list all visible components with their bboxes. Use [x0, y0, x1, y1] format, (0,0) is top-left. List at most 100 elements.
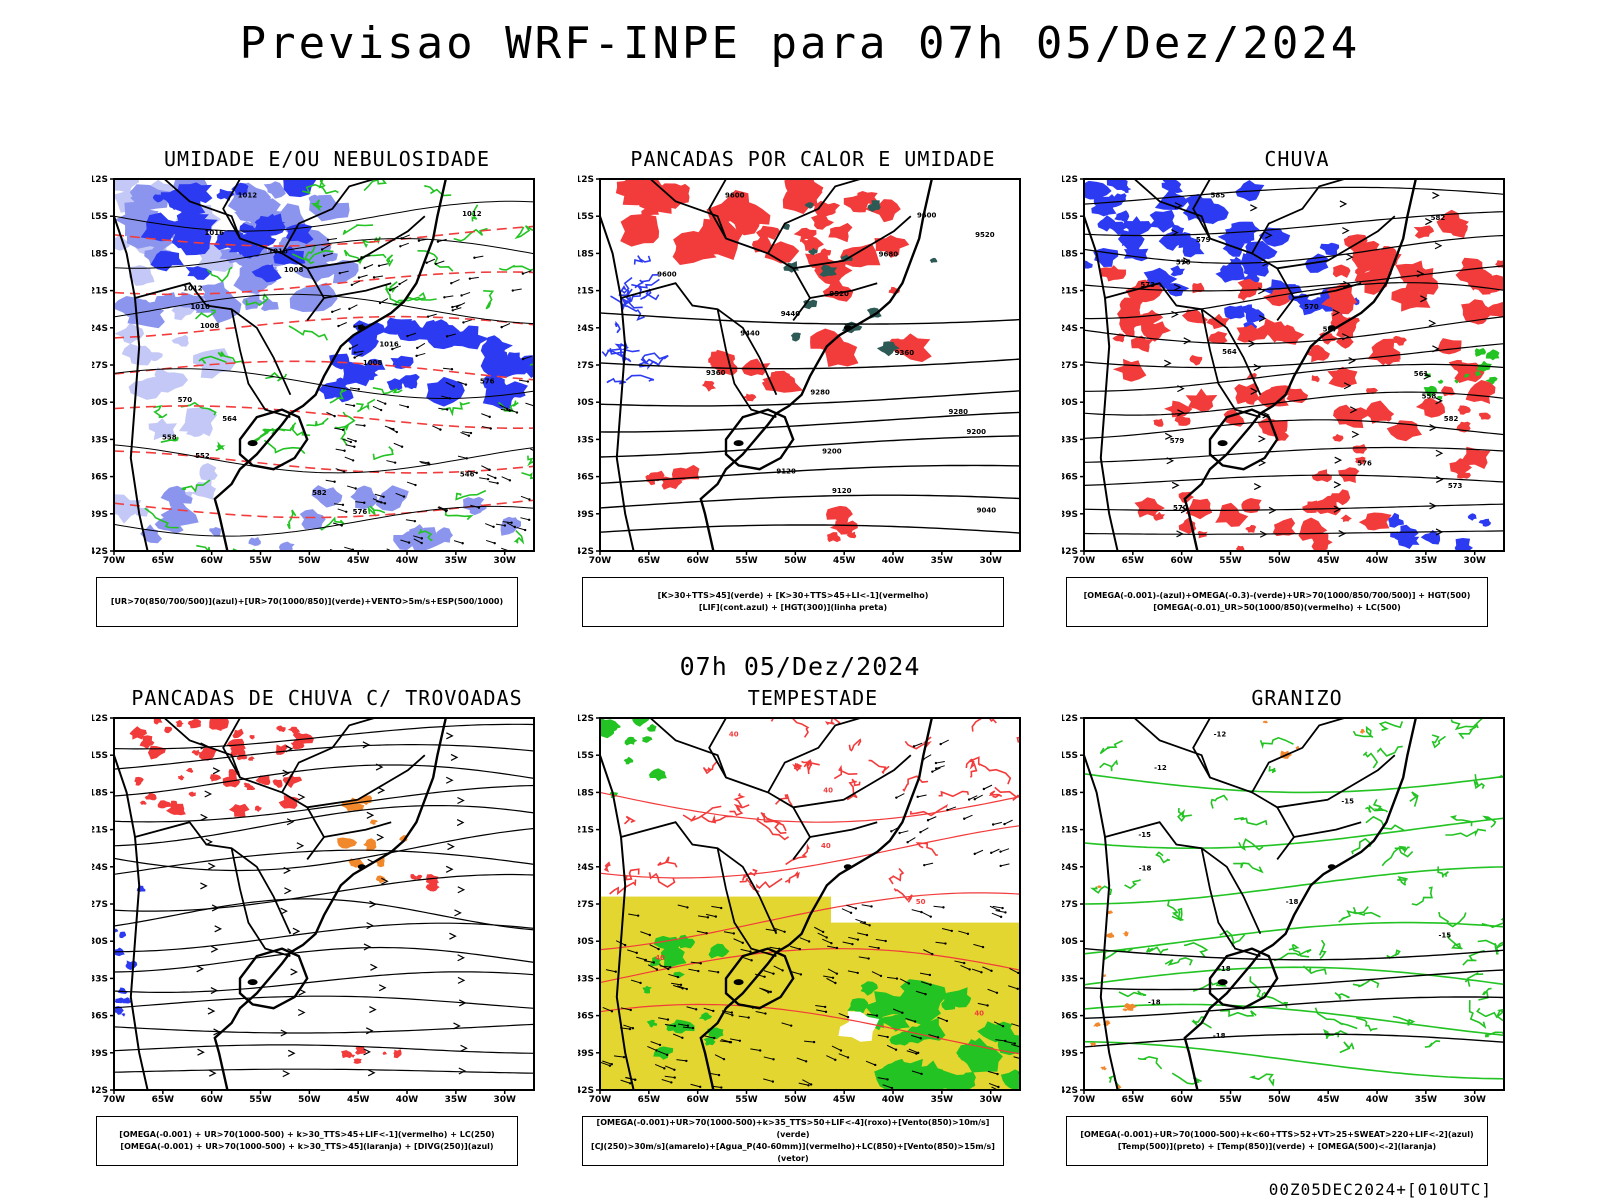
temp850-contour	[1084, 773, 1504, 794]
wind-arrowhead	[458, 999, 467, 1007]
wind-vector-head	[494, 476, 497, 480]
wind-vector	[445, 381, 455, 387]
coastline	[1183, 179, 1417, 551]
wind-vector	[525, 402, 534, 407]
wind-vector-head	[527, 518, 531, 522]
wind-vector	[677, 904, 688, 908]
hgt300-contour	[600, 524, 1020, 534]
wind-vector-head	[676, 975, 680, 979]
lon-label: 70W	[103, 1095, 126, 1105]
temp850-contour	[1288, 944, 1310, 958]
temp850-contour	[1192, 981, 1227, 993]
lat-label: 33S	[92, 435, 108, 445]
lon-label: 50W	[1268, 556, 1291, 566]
humidity-light-blue-south	[299, 509, 326, 530]
temp850-contour	[1171, 907, 1184, 922]
humidity-blue-area	[150, 251, 184, 272]
lat-label: 27S	[1062, 900, 1078, 910]
wind-vector-head	[670, 1081, 673, 1084]
wind-arrowhead	[1338, 530, 1347, 538]
thunderstorm-red-area	[157, 800, 172, 809]
contour-label: 1016	[379, 340, 399, 348]
wind-arrowhead	[460, 1044, 468, 1052]
temp850-contour	[1437, 866, 1449, 878]
wind-vector-head	[461, 542, 464, 545]
country-border	[222, 718, 241, 778]
humidity-light-blue-area	[132, 299, 152, 315]
wind-arrowhead	[287, 1049, 296, 1057]
wind-vector-head	[1017, 971, 1020, 975]
lat-label: 21S	[92, 826, 108, 836]
country-border	[649, 179, 812, 321]
humidity-light-blue-south	[375, 485, 409, 512]
wind-vector-head	[870, 905, 873, 908]
humidity-blue-area	[254, 218, 274, 231]
wind-vector	[332, 522, 342, 526]
wind-vector-head	[322, 254, 326, 257]
wind-vector	[530, 448, 534, 452]
temp850-contour	[1234, 817, 1268, 826]
uruguay-border	[724, 947, 795, 1010]
wind-vector	[512, 288, 522, 292]
streamline	[1084, 234, 1504, 264]
wind-vector	[915, 990, 926, 995]
contour-label: 1008	[200, 322, 220, 330]
precipitable-water-contour	[792, 762, 803, 772]
wind-vector-head	[982, 787, 986, 791]
rain-red-area	[1241, 498, 1262, 514]
wind-vector-head	[939, 742, 942, 746]
temp850-contour	[1352, 725, 1374, 739]
temp850-contour	[1099, 759, 1119, 772]
wind-vector-head	[665, 1053, 669, 1057]
thunderstorm-red-area	[254, 805, 262, 812]
streamline	[114, 744, 534, 770]
wind-vector-head	[341, 428, 345, 432]
rain-red-area	[1236, 324, 1269, 343]
streamline	[114, 873, 534, 912]
temp850-contour	[1334, 991, 1350, 1002]
country-border	[708, 718, 727, 778]
wind-vector-head	[919, 830, 922, 834]
temp850-contour	[1381, 846, 1414, 867]
thunderstorm-red-area	[168, 800, 178, 807]
wind-vector	[325, 479, 335, 483]
wind-arrowhead	[458, 1067, 467, 1075]
temp850-contour	[1438, 911, 1467, 928]
wind-arrowhead	[196, 965, 205, 973]
omega500-orange-area	[1097, 885, 1102, 889]
temp850-contour	[1273, 948, 1312, 962]
wind-vector-head	[639, 981, 642, 985]
wind-vector-head	[391, 347, 394, 351]
wind-arrowhead	[280, 1029, 289, 1037]
contour-label: 9040	[977, 507, 997, 515]
rain-red-area	[1185, 388, 1218, 412]
lon-label: 40W	[1366, 1095, 1389, 1105]
wind-arrowhead	[1434, 242, 1443, 250]
wind-vector-head	[945, 1019, 949, 1023]
wind-vector	[913, 742, 923, 747]
wind-arrowhead	[1333, 505, 1342, 513]
thunderstorm-red-area	[209, 718, 225, 732]
streamline	[1084, 186, 1504, 205]
wind-vector	[817, 932, 827, 938]
wind-vector	[802, 1079, 812, 1085]
wind-vector-head	[913, 1020, 917, 1023]
wind-vector	[741, 956, 752, 961]
wind-vector-head	[789, 1024, 793, 1027]
wind850-green-area	[600, 718, 620, 733]
temp850-contour	[1146, 946, 1169, 955]
coastline	[1183, 718, 1417, 1090]
thunderstorm-red-area	[353, 1058, 362, 1064]
thunderstorm-red-area	[355, 1046, 367, 1055]
omega-green-area	[1485, 349, 1500, 361]
rain-red-area	[1366, 249, 1402, 275]
wind-vector-head	[1027, 1074, 1028, 1076]
wind-vector	[461, 291, 471, 296]
wind-vector	[781, 1022, 792, 1027]
wind-vector-head	[968, 968, 971, 971]
thunderstorm-red-area	[382, 1051, 387, 1056]
wind-arrowhead	[1166, 457, 1175, 465]
wind-vector	[899, 978, 910, 984]
temp850-contour	[1084, 1003, 1504, 1037]
